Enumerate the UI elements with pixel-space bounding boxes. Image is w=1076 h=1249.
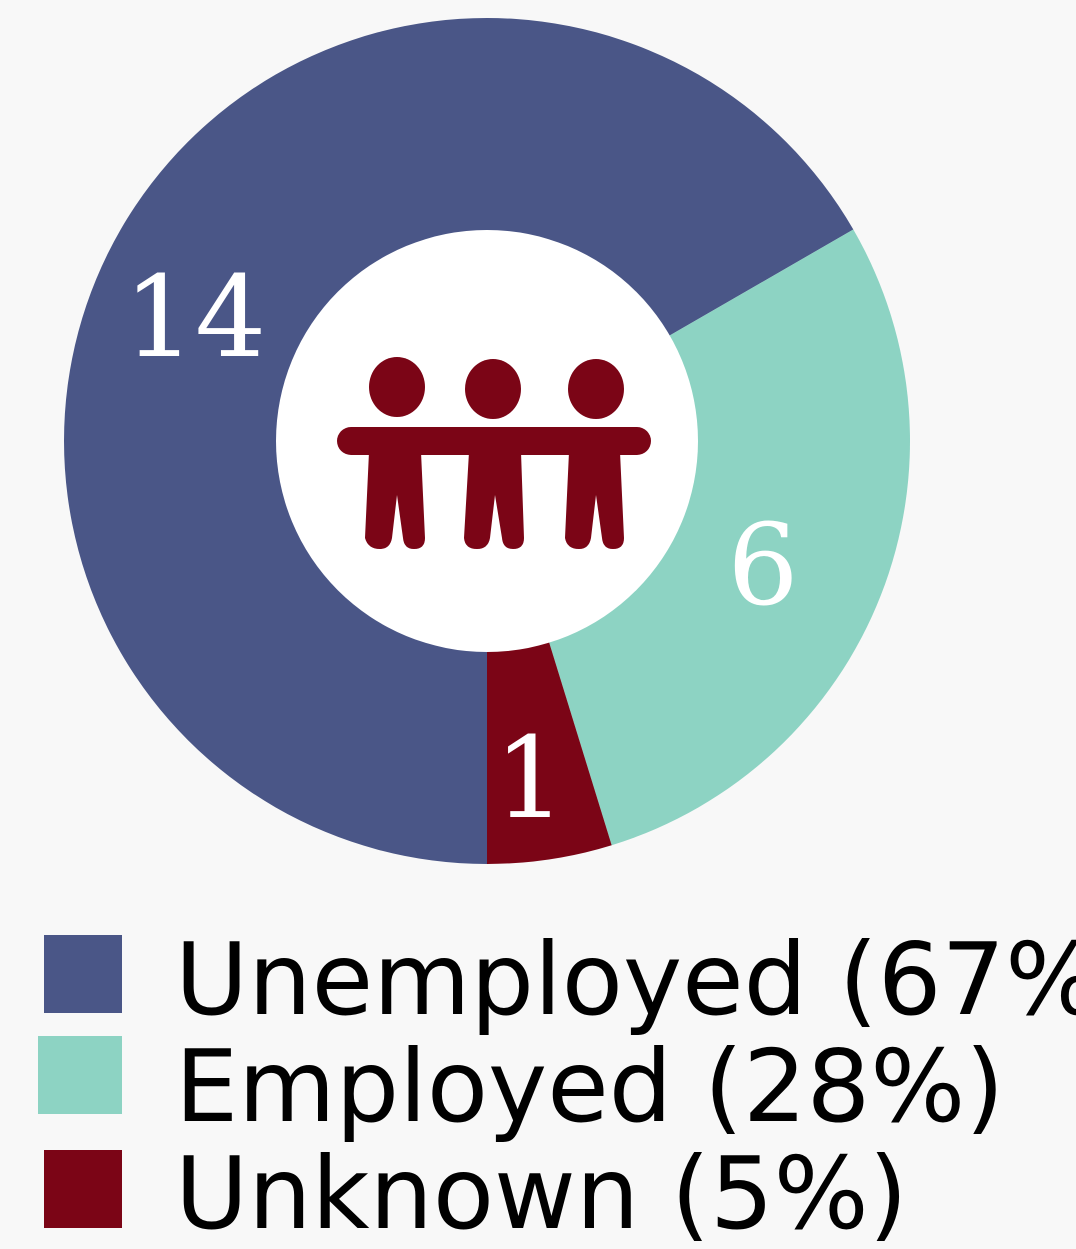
legend-swatch-unknown bbox=[44, 1150, 122, 1228]
legend-label-employed: Employed (28%) bbox=[175, 1028, 1004, 1145]
legend-item-unemployed: Unemployed (67%) bbox=[44, 921, 1076, 1038]
group-of-people-icon bbox=[337, 357, 651, 549]
legend-swatch-unemployed bbox=[44, 935, 122, 1013]
legend-label-unemployed: Unemployed (67%) bbox=[175, 921, 1076, 1038]
legend-item-employed: Employed (28%) bbox=[38, 1028, 1004, 1145]
slice-labels: 14 6 1 bbox=[124, 253, 799, 844]
legend-swatch-employed bbox=[38, 1036, 122, 1114]
legend: Unemployed (67%) Employed (28%) Unknown … bbox=[38, 921, 1076, 1249]
legend-item-unknown: Unknown (5%) bbox=[44, 1135, 908, 1249]
data-label-employed: 6 bbox=[727, 501, 798, 631]
data-label-unemployed: 14 bbox=[124, 253, 267, 383]
data-label-unknown: 1 bbox=[494, 714, 565, 844]
legend-label-unknown: Unknown (5%) bbox=[175, 1135, 908, 1249]
